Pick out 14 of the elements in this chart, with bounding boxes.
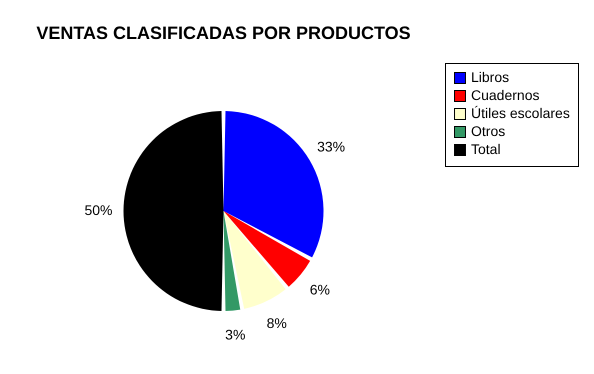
chart-title: VENTAS CLASIFICADAS POR PRODUCTOS [36, 23, 411, 43]
data-label: 3% [225, 326, 246, 342]
data-label: 50% [84, 202, 113, 218]
legend-label: Libros [471, 69, 510, 85]
pie-slice [224, 211, 240, 311]
legend-label: Cuadernos [471, 87, 540, 103]
legend-label: Útiles escolares [471, 105, 570, 121]
pie-slice [224, 211, 286, 309]
data-label: 6% [310, 282, 330, 298]
pie-slice [224, 211, 310, 287]
legend-label: Total [471, 141, 501, 157]
data-label: 8% [266, 315, 287, 332]
data-label: 33% [317, 138, 346, 154]
legend-label: Otros [471, 123, 506, 139]
